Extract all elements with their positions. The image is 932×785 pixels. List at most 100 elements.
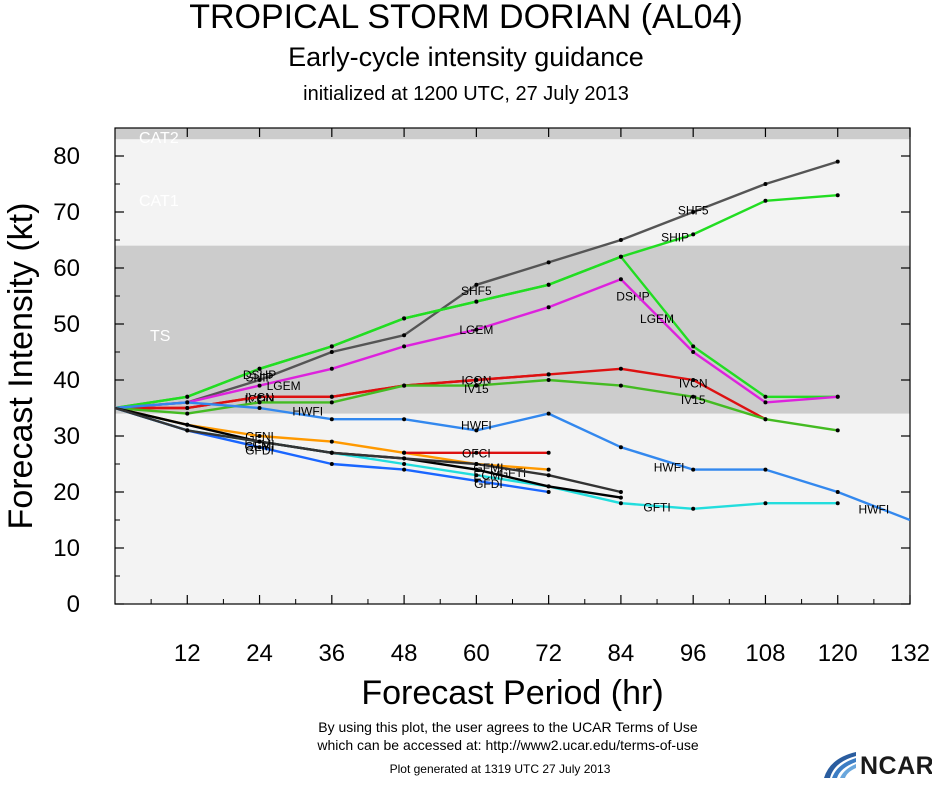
series-point-ofci xyxy=(474,450,479,455)
series-point-lgem xyxy=(691,350,696,354)
series-point-shf5 xyxy=(763,182,768,186)
series-label-hwfi: HWFI xyxy=(859,502,890,516)
series-point-icon xyxy=(257,394,262,399)
series-label-shf5: SHF5 xyxy=(461,284,492,298)
series-point-hwfi xyxy=(691,467,696,472)
series-point-iv15 xyxy=(185,411,190,416)
series-point-dshp xyxy=(257,366,262,371)
series-point-iv15 xyxy=(402,383,407,388)
series-point-icon xyxy=(185,406,190,410)
series-point-iv15 xyxy=(691,394,696,399)
series-point-iv15 xyxy=(474,383,479,388)
series-point-icon xyxy=(329,394,334,399)
series-point-gfti xyxy=(763,501,768,506)
terms-line-1: By using this plot, the user agrees to t… xyxy=(318,719,698,735)
series-label-gfdi: GFDI xyxy=(474,477,503,491)
series-point-gfti xyxy=(691,506,696,511)
series-point-gfmi xyxy=(618,490,623,494)
series-point-shf5 xyxy=(402,333,407,338)
y-tick-label: 80 xyxy=(53,143,80,170)
series-point-gfdi xyxy=(546,490,551,494)
x-tick-label: 84 xyxy=(608,640,635,667)
series-label-ship: SHIP xyxy=(661,231,689,245)
series-label-ecmi: ECMI xyxy=(473,469,503,483)
series-label-ivcn: IVCN xyxy=(679,376,708,390)
x-tick-label: 72 xyxy=(535,640,562,667)
y-tick-label: 0 xyxy=(67,591,80,618)
y-tick-label: 70 xyxy=(53,199,80,226)
series-point-hwfi xyxy=(185,400,190,405)
series-point-ivcn xyxy=(618,366,623,371)
series-label-gfmi: GFMI xyxy=(473,461,503,475)
series-point-dshp xyxy=(474,299,479,304)
series-point-dshp xyxy=(763,394,768,399)
x-tick-label: 48 xyxy=(391,640,418,667)
y-axis-label: Forecast Intensity (kt) xyxy=(2,203,40,530)
series-point-gfdi xyxy=(402,467,407,472)
series-point-lgem xyxy=(618,277,623,282)
terms-line-2: which can be accessed at: http://www2.uc… xyxy=(317,737,699,753)
series-point-gfti xyxy=(474,473,479,478)
y-tick-label: 40 xyxy=(53,367,80,394)
series-point-gfmi xyxy=(185,428,190,433)
series-point-shf5 xyxy=(546,260,551,265)
series-point-iv15 xyxy=(329,400,334,405)
chart-title: TROPICAL STORM DORIAN (AL04) xyxy=(189,0,743,36)
y-tick-label: 60 xyxy=(53,255,80,282)
series-point-dshp xyxy=(402,316,407,321)
chart-subtitle: Early-cycle intensity guidance xyxy=(288,42,644,72)
series-point-hwfi xyxy=(618,445,623,450)
series-point-hwfi xyxy=(546,411,551,416)
band-cat1 xyxy=(115,139,910,246)
series-point-lgem xyxy=(257,383,262,388)
series-point-iv15 xyxy=(618,383,623,388)
series-point-gfmi xyxy=(329,450,334,455)
series-point-lgem xyxy=(329,366,334,371)
series-point-iv15 xyxy=(546,378,551,382)
series-point-dshp xyxy=(691,344,696,349)
x-axis-label: Forecast Period (hr) xyxy=(361,674,663,712)
series-label-dshp: DSHP xyxy=(243,368,276,382)
series-point-lgem xyxy=(763,400,768,405)
series-point-ecmi xyxy=(546,484,551,489)
x-tick-label: 132 xyxy=(890,640,930,667)
series-point-hwfi xyxy=(329,417,334,422)
x-tick-label: 24 xyxy=(246,640,273,667)
series-point-dshp xyxy=(618,254,623,259)
x-tick-label: 120 xyxy=(818,640,858,667)
series-point-hwfi xyxy=(763,467,768,472)
series-point-iv15 xyxy=(257,400,262,405)
series-point-gfni xyxy=(329,439,334,444)
series-point-shf5 xyxy=(835,159,840,164)
series-point-gfti xyxy=(835,501,840,506)
series-label-hwfi: HWFI xyxy=(292,404,323,418)
series-point-ivcn xyxy=(691,378,696,382)
series-point-ofci xyxy=(402,450,407,455)
init-time: initialized at 1200 UTC, 27 July 2013 xyxy=(303,83,629,105)
y-tick-label: 20 xyxy=(53,479,80,506)
ncar-logo: NCAR xyxy=(820,748,932,780)
x-tick-label: 60 xyxy=(463,640,490,667)
series-point-shf5 xyxy=(474,282,479,287)
series-label-iv15: IV15 xyxy=(681,393,706,407)
series-point-icon xyxy=(546,372,551,377)
series-label-gfti: GFTI xyxy=(643,501,670,515)
series-point-hwfi xyxy=(835,490,840,494)
series-point-ecmi xyxy=(474,467,479,472)
series-label-lgem: LGEM xyxy=(267,379,301,393)
series-label-gfdi: GFDI xyxy=(245,444,274,458)
ncar-logo-icon xyxy=(824,752,856,778)
generated-time: Plot generated at 1319 UTC 27 July 2013 xyxy=(389,762,611,776)
y-tick-label: 50 xyxy=(53,311,80,338)
series-label-hwfi: HWFI xyxy=(654,460,685,474)
series-point-ecmi xyxy=(185,422,190,427)
series-point-gfdi xyxy=(257,445,262,450)
series-point-gfdi xyxy=(474,478,479,483)
series-point-lgem xyxy=(402,344,407,349)
series-point-ofci xyxy=(546,450,551,455)
series-point-gfmi xyxy=(257,439,262,444)
series-point-shf5 xyxy=(618,238,623,242)
y-tick-label: 10 xyxy=(53,535,80,562)
series-point-lgem xyxy=(474,327,479,332)
